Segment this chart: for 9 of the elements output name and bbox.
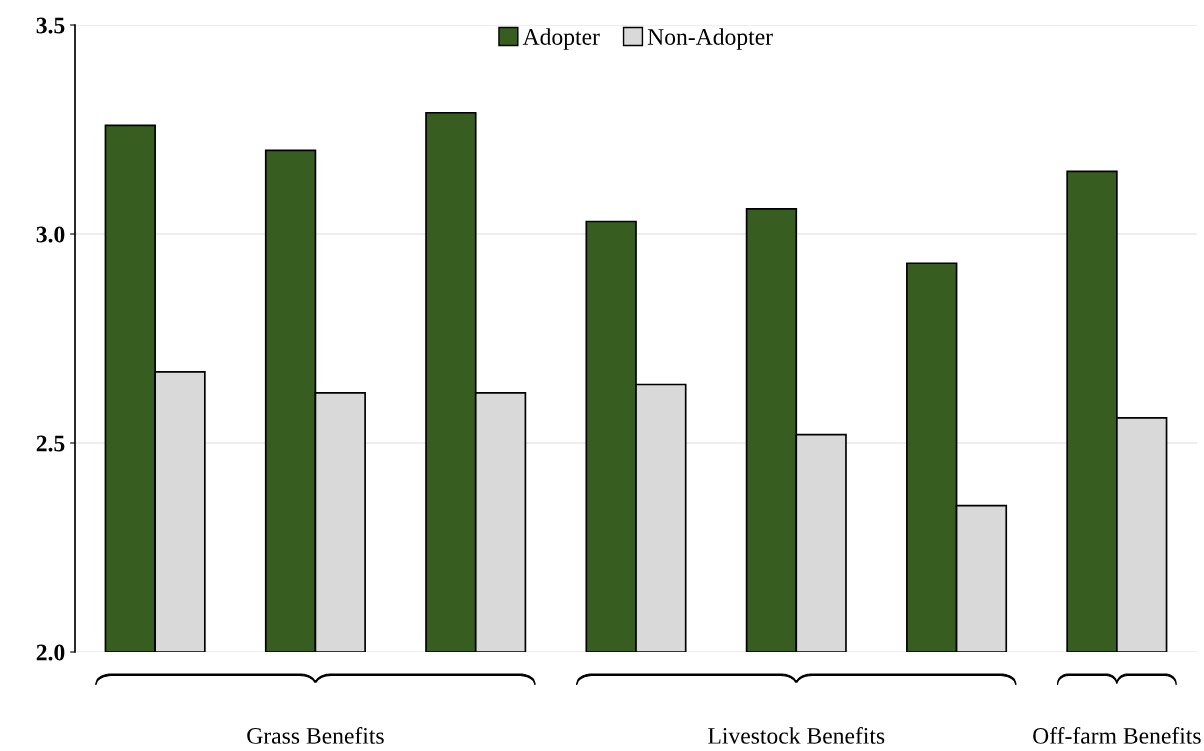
y-tick-label: 2.0 [36,644,65,661]
y-tick-label: 2.5 [36,435,65,452]
legend-label: Adopter [522,28,600,50]
text: Off-farm Benefits [1033,727,1201,744]
text: Grass Benefits [247,727,384,744]
y-tick-label: 3.5 [36,17,65,34]
text: Livestock Benefits [708,727,885,744]
y-tick-label: 3.0 [36,226,65,243]
legend-label: Non-Adopter [647,28,773,50]
